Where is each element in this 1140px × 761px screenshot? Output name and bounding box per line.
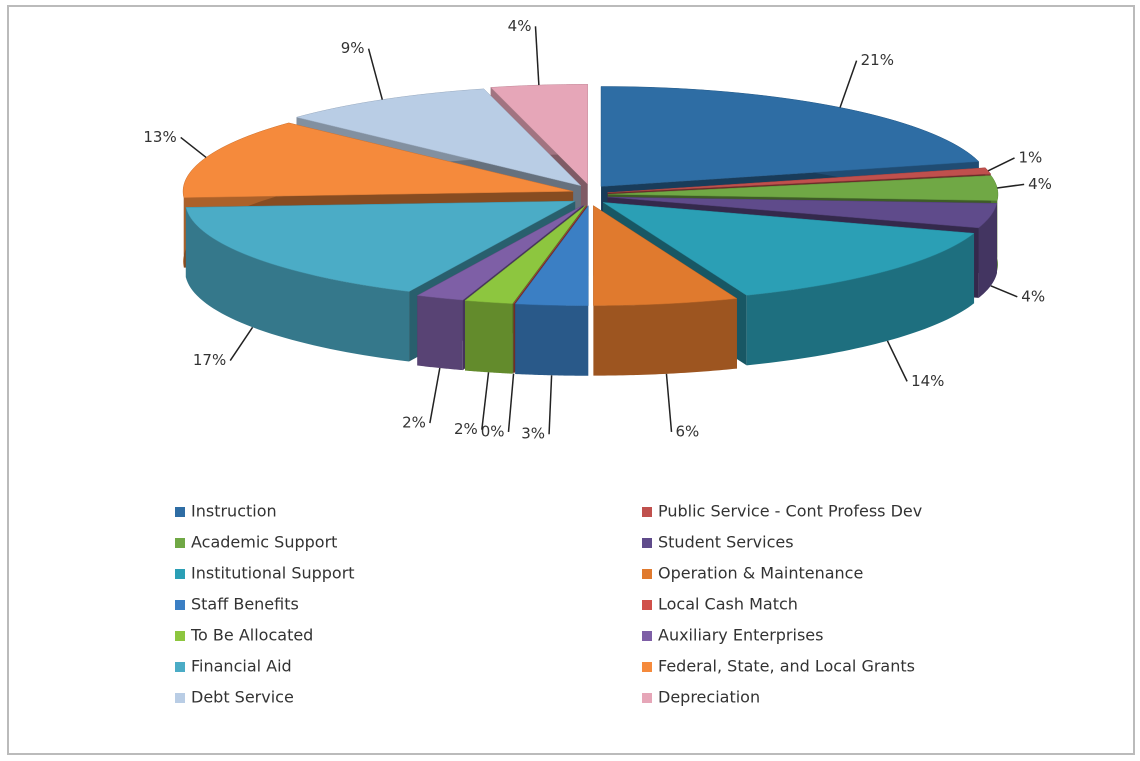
- legend-label: Student Services: [658, 533, 794, 552]
- data-label: 0%: [481, 422, 505, 440]
- leader-line: [180, 136, 207, 159]
- leader-line: [990, 285, 1018, 298]
- slice-top: [464, 205, 586, 304]
- legend-swatch: [642, 569, 652, 579]
- legend-swatch: [175, 569, 185, 579]
- leader-line: [481, 372, 490, 430]
- data-label: 17%: [193, 351, 226, 369]
- legend-label: Debt Service: [191, 688, 294, 707]
- slice-side: [593, 298, 737, 376]
- data-label: 6%: [676, 422, 700, 440]
- slice-side: [417, 295, 463, 371]
- legend-label: Staff Benefits: [191, 595, 299, 614]
- slice-top: [607, 167, 992, 193]
- legend-swatch: [642, 600, 652, 610]
- leader-line: [548, 375, 553, 435]
- pie: [182, 84, 999, 376]
- data-label: 9%: [341, 39, 365, 57]
- data-label: 3%: [521, 425, 545, 443]
- leader-line: [839, 60, 858, 108]
- data-label: 21%: [861, 51, 894, 69]
- legend-label: Local Cash Match: [658, 595, 798, 614]
- data-label: 4%: [1021, 287, 1045, 305]
- slice-top: [600, 86, 980, 187]
- legend-label: Operation & Maintenance: [658, 564, 863, 583]
- legend-swatch: [175, 600, 185, 610]
- legend-swatch: [175, 631, 185, 641]
- legend-label: To Be Allocated: [190, 626, 313, 645]
- leader-line: [987, 157, 1015, 172]
- legend-swatch: [642, 538, 652, 548]
- data-label: 2%: [402, 414, 426, 432]
- legend-label: Instruction: [191, 502, 277, 521]
- legend-swatch: [642, 693, 652, 703]
- legend-swatch: [175, 538, 185, 548]
- legend-label: Depreciation: [658, 688, 760, 707]
- legend-swatch: [175, 693, 185, 703]
- legend-label: Federal, State, and Local Grants: [658, 657, 915, 676]
- leader-line: [507, 373, 515, 433]
- slice-side: [515, 303, 589, 376]
- slice-side: [978, 203, 997, 298]
- slice-side: [465, 300, 513, 374]
- slice-side: [746, 233, 975, 366]
- legend-swatch: [175, 507, 185, 517]
- legend: Instruction Public Service - Cont Profess…: [175, 502, 922, 707]
- legend-label: Academic Support: [191, 533, 337, 552]
- data-label: 4%: [1028, 175, 1052, 193]
- legend-label: Financial Aid: [191, 657, 292, 676]
- slice-top: [602, 202, 975, 296]
- legend-label: Public Service - Cont Profess Dev: [658, 502, 922, 521]
- slice: [593, 205, 738, 376]
- leader-line: [665, 373, 673, 433]
- leader-line: [367, 48, 384, 100]
- slice-top: [607, 196, 998, 229]
- slice-side: [185, 207, 410, 362]
- data-label: 1%: [1019, 148, 1043, 166]
- slice-top: [182, 122, 574, 198]
- legend-swatch: [642, 631, 652, 641]
- leader-line: [997, 183, 1025, 189]
- legend-swatch: [642, 662, 652, 672]
- slice-top: [416, 204, 584, 301]
- legend-label: Institutional Support: [191, 564, 355, 583]
- leader-line: [429, 367, 441, 424]
- labels: 21%1%4%4%14%6%3%0%2%2%17%13%9%4%: [143, 17, 1052, 443]
- data-label: 2%: [454, 420, 478, 438]
- data-label: 14%: [911, 372, 944, 390]
- leader-line: [886, 340, 908, 382]
- slice-top: [593, 205, 738, 306]
- legend-swatch: [642, 507, 652, 517]
- slice-top: [514, 204, 589, 307]
- slice-top: [513, 205, 587, 304]
- data-label: 4%: [508, 17, 532, 35]
- data-label: 13%: [143, 128, 176, 146]
- leader-line: [534, 26, 540, 86]
- slice-top: [490, 84, 588, 185]
- slice-top: [185, 200, 576, 292]
- slice: [514, 204, 589, 376]
- legend-swatch: [175, 662, 185, 672]
- legend-label: Auxiliary Enterprises: [658, 626, 823, 645]
- leader-line: [229, 326, 254, 361]
